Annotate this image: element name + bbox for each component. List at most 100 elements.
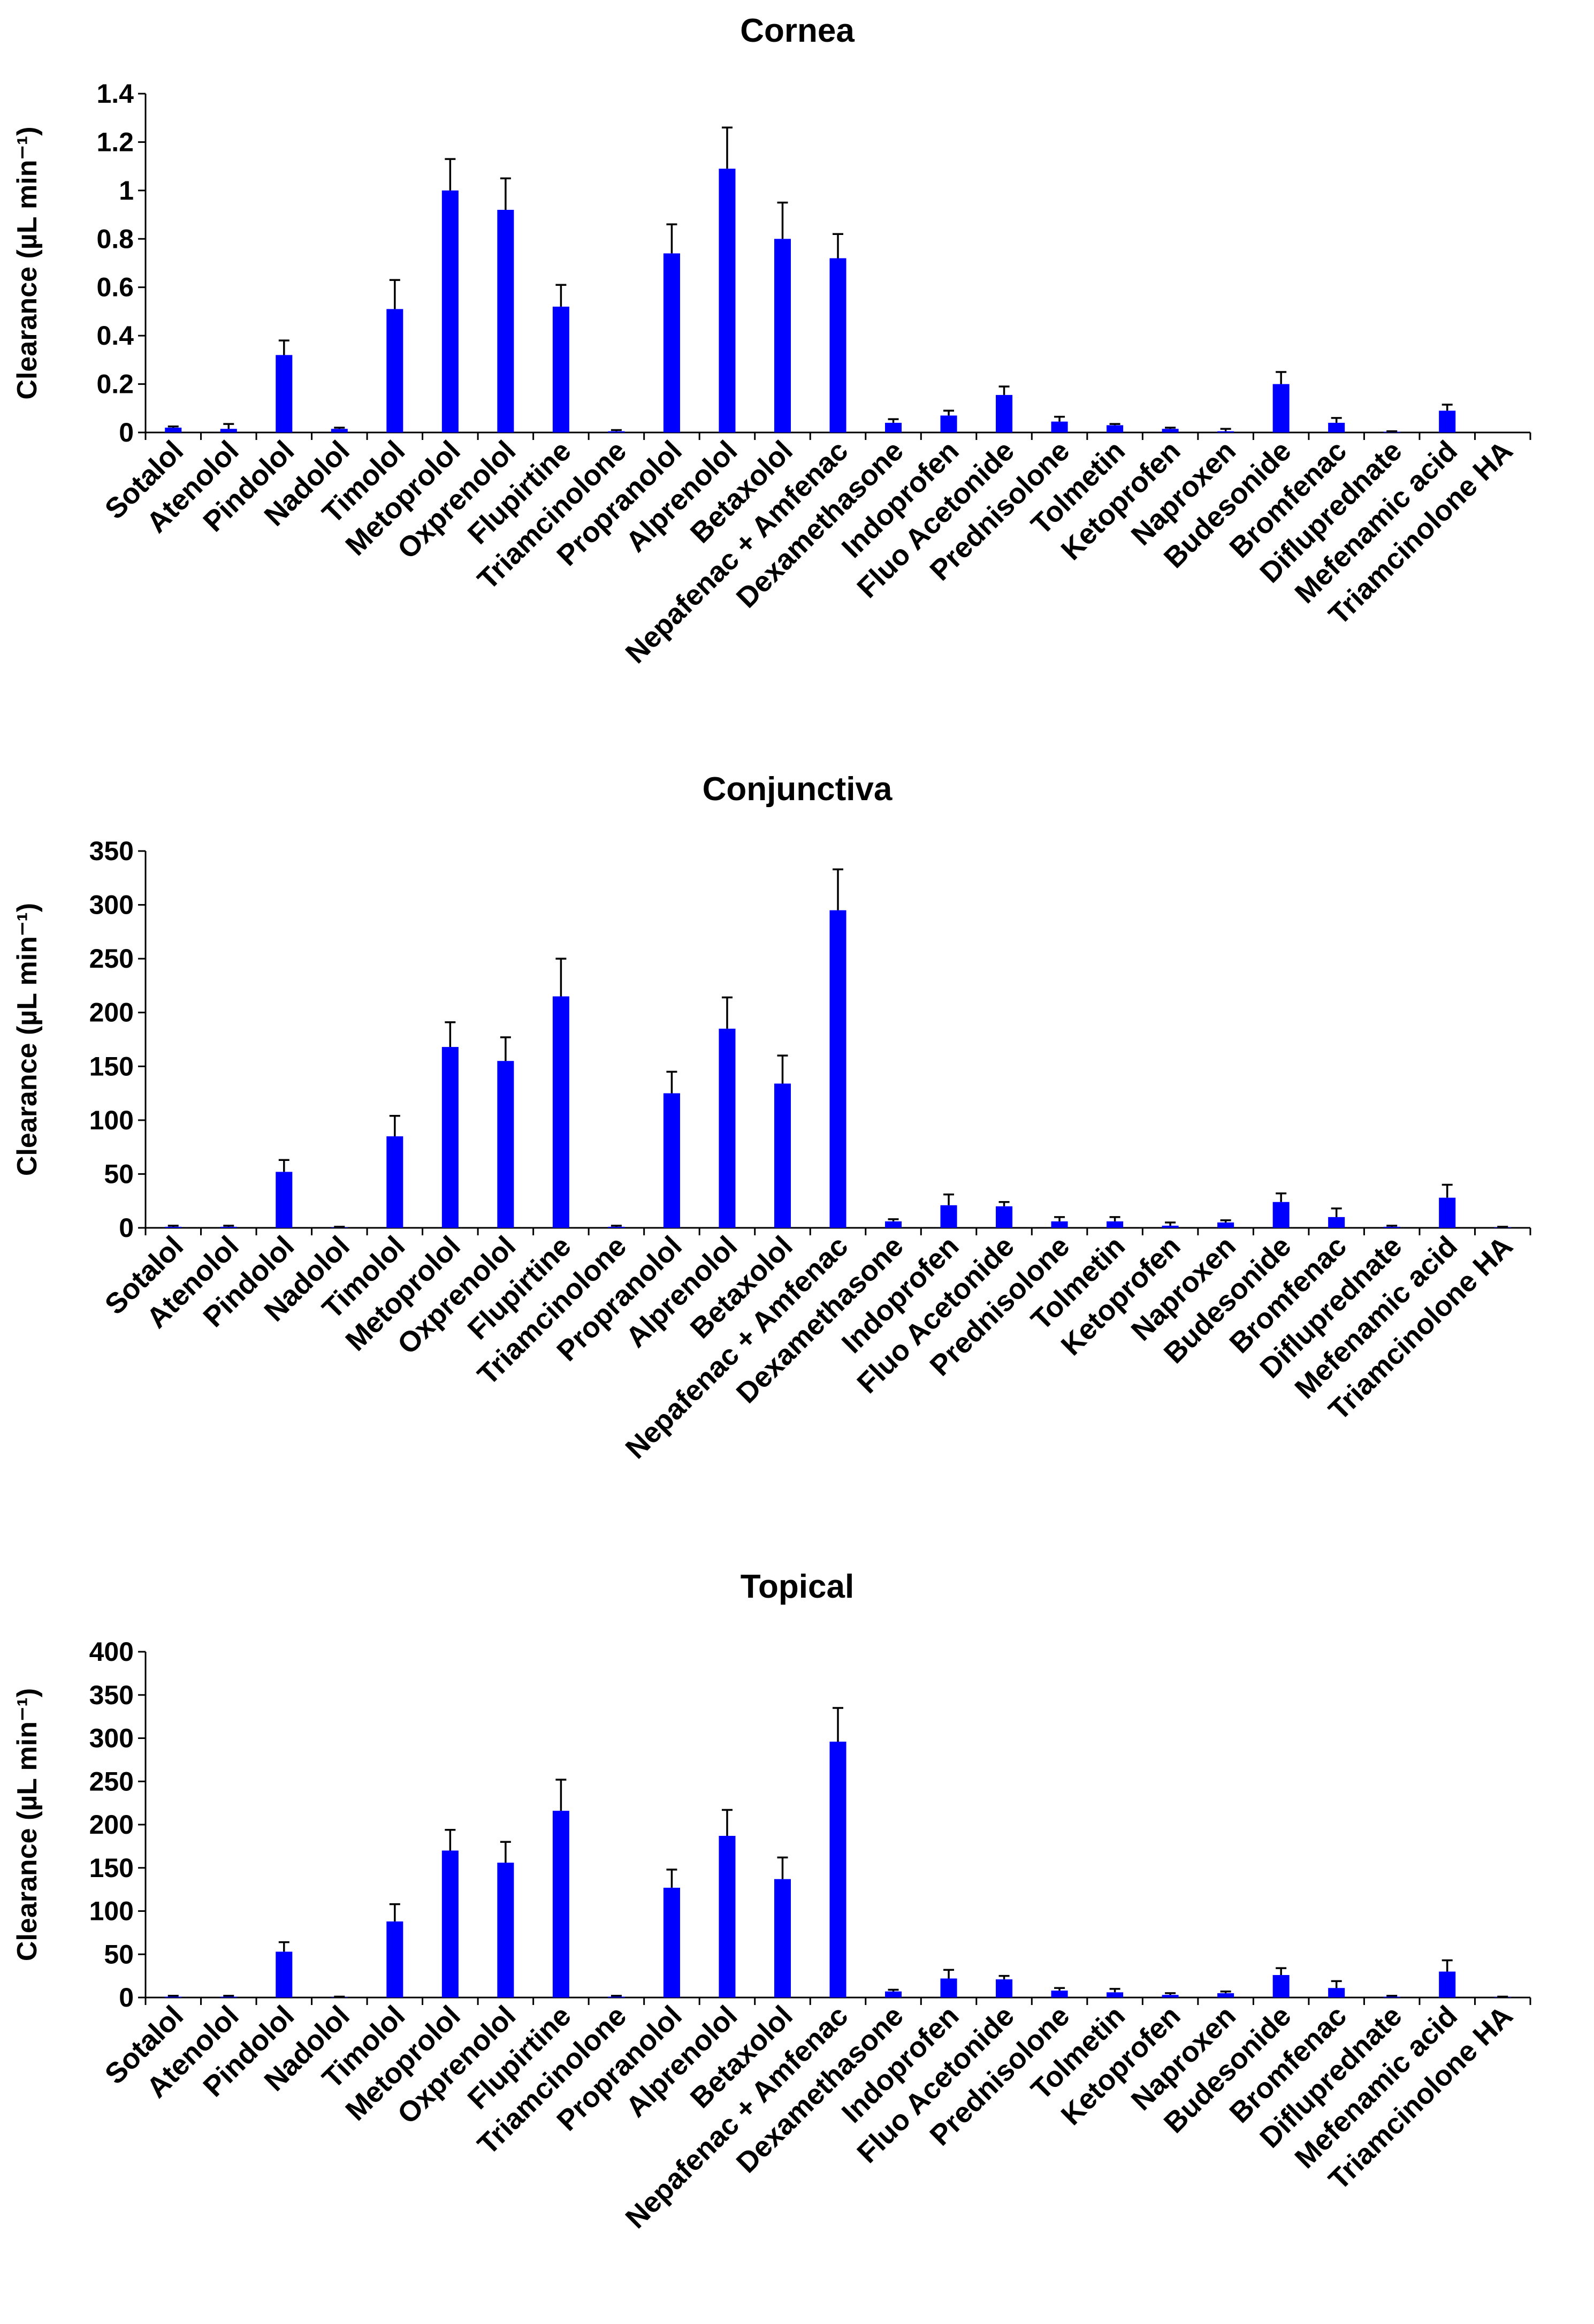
error-bar	[666, 1070, 677, 1093]
error-bar	[943, 1969, 955, 1979]
bar-prednisolone	[1051, 1221, 1068, 1228]
y-tick-label: 0	[119, 417, 134, 447]
bar-ketoprofen	[1162, 1225, 1179, 1228]
error-bar	[1054, 1216, 1065, 1221]
error-bar	[1386, 1995, 1398, 1997]
bar-betaxolol	[774, 1083, 791, 1228]
y-tick-label: 1.4	[96, 79, 134, 109]
bar-naproxen	[1217, 431, 1234, 432]
bar-timolol	[386, 1136, 403, 1228]
error-bar	[334, 1995, 345, 1998]
error-bar	[721, 1809, 733, 1836]
error-bar	[611, 1225, 622, 1227]
y-tick-label: 0.8	[96, 224, 134, 254]
y-tick-label: 0.4	[96, 321, 134, 351]
y-tick-label: 300	[89, 890, 134, 920]
error-bar	[555, 1779, 567, 1811]
bar-bromfenac	[1328, 1217, 1345, 1228]
error-bar	[721, 126, 733, 169]
error-bar	[334, 427, 345, 429]
error-bar	[1386, 1225, 1398, 1227]
error-bar	[1220, 428, 1231, 431]
bar-budesonide	[1272, 384, 1290, 432]
y-tick-label: 0	[119, 1213, 134, 1243]
error-bar	[1165, 1992, 1176, 1995]
bar-mefenamic-acid	[1439, 1971, 1456, 1998]
error-bar	[611, 429, 622, 431]
bar-alprenolol	[719, 1835, 736, 1998]
bar-timolol	[386, 309, 403, 432]
bar-betaxolol	[774, 239, 791, 432]
bar-difluprednate	[1383, 1226, 1400, 1228]
bar-alprenolol	[719, 169, 736, 432]
bar-nepafenac-amfenac	[829, 910, 846, 1228]
error-bar	[666, 1869, 677, 1888]
y-tick-label: 1.2	[96, 127, 134, 157]
bar-propranolol	[663, 1093, 680, 1228]
error-bar	[1109, 1216, 1120, 1221]
bar-pindolol	[276, 355, 293, 432]
bar-tolmetin	[1107, 1992, 1124, 1998]
chart-panel-3: Topical Clearance (µL min⁻¹) 0 50 100 150 200 2…	[12, 1568, 1531, 2235]
error-bar	[278, 339, 289, 355]
error-bar	[1220, 1219, 1231, 1222]
error-bar	[998, 1201, 1010, 1206]
bar-oxprenolol	[497, 1863, 514, 1998]
error-bar	[389, 1115, 400, 1137]
error-bar	[1276, 371, 1287, 384]
bar-dexamethasone	[884, 1991, 902, 1998]
y-tick-label: 300	[89, 1723, 134, 1753]
error-bar	[445, 158, 456, 191]
error-bar	[389, 279, 400, 309]
error-bar	[223, 423, 234, 429]
error-bar	[1054, 415, 1065, 422]
error-bar	[1386, 430, 1398, 432]
chart-title: Topical	[741, 1568, 854, 1605]
error-bar	[943, 1193, 955, 1205]
y-tick-label: 100	[89, 1896, 134, 1926]
y-tick-label: 150	[89, 1853, 134, 1883]
error-bar	[1109, 1988, 1120, 1993]
error-bar	[278, 1941, 289, 1952]
bar-tolmetin	[1107, 425, 1124, 432]
error-bar	[833, 233, 843, 259]
chart-title: Conjunctiva	[703, 771, 893, 808]
bar-naproxen	[1217, 1222, 1234, 1228]
bar-triamcinolone	[608, 1996, 625, 1998]
bar-triamcinolone	[608, 1226, 625, 1228]
bar-atenolol	[220, 1226, 237, 1228]
chart-panel-1: Cornea Clearance (µL min⁻¹) 0 0.2 0.4 0.6 0.8 1…	[12, 12, 1531, 670]
y-axis-label: Clearance (µL min⁻¹)	[12, 903, 43, 1176]
error-bar	[167, 1995, 179, 1997]
y-tick-label: 350	[89, 1680, 134, 1710]
bar-oxprenolol	[497, 1061, 514, 1228]
error-bar	[833, 868, 843, 910]
error-bar	[1442, 1183, 1453, 1198]
error-bar	[1165, 427, 1176, 429]
error-bar	[1276, 1192, 1287, 1202]
bar-bromfenac	[1328, 422, 1345, 432]
error-bar	[1331, 1207, 1342, 1217]
y-tick-label: 50	[104, 1939, 134, 1969]
bar-ketoprofen	[1162, 1995, 1179, 1998]
bar-budesonide	[1272, 1202, 1290, 1228]
y-tick-label: 50	[104, 1159, 134, 1189]
error-bar	[833, 1707, 843, 1742]
bar-oxprenolol	[497, 210, 514, 432]
y-tick-label: 0	[119, 1983, 134, 2012]
bar-atenolol	[220, 1996, 237, 1998]
bar-ketoprofen	[1162, 429, 1179, 432]
bar-budesonide	[1272, 1975, 1290, 1998]
error-bar	[445, 1021, 456, 1047]
error-bar	[721, 996, 733, 1029]
error-bar	[1220, 1990, 1231, 1993]
bar-indoprofen	[940, 1205, 957, 1228]
bar-naproxen	[1217, 1993, 1234, 1998]
y-tick-label: 100	[89, 1105, 134, 1135]
y-axis-label: Clearance (µL min⁻¹)	[12, 126, 43, 399]
y-tick-label: 0.6	[96, 272, 134, 302]
bar-betaxolol	[774, 1879, 791, 1998]
bar-pindolol	[276, 1172, 293, 1228]
bar-propranolol	[663, 253, 680, 432]
bar-indoprofen	[940, 1978, 957, 1998]
